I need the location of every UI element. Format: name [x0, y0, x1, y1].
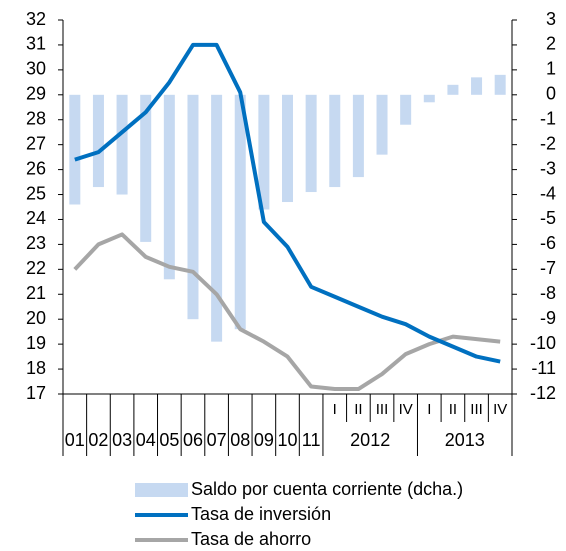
bar — [116, 94, 128, 195]
group-label: 2012 — [350, 430, 390, 450]
y-tick-label: 28 — [26, 108, 46, 128]
x-tick-label: 03 — [112, 430, 132, 450]
line — [73, 232, 501, 392]
bar — [329, 94, 341, 188]
y-tick-label: 19 — [26, 333, 46, 353]
y2-tick-label: 0 — [546, 84, 556, 104]
x-tick-label: I — [333, 401, 337, 418]
x-tick-label: 10 — [277, 430, 297, 450]
bar — [92, 94, 104, 188]
y2-tick-label: -2 — [540, 133, 556, 153]
y2-tick-label: -5 — [540, 208, 556, 228]
x-tick-label: IV — [399, 401, 413, 418]
y2-tick-label: -7 — [540, 258, 556, 278]
y-tick-label: 29 — [26, 84, 46, 104]
bar — [305, 94, 317, 193]
x-tick-label: I — [427, 401, 431, 418]
x-tick-label: II — [354, 401, 362, 418]
y2-tick-label: -12 — [530, 383, 556, 403]
bar — [471, 77, 483, 95]
x-tick-label: 01 — [65, 430, 85, 450]
bar — [352, 94, 364, 178]
y2-tick-label: -9 — [540, 308, 556, 328]
y2-tick-label: -11 — [531, 358, 556, 378]
bar — [163, 94, 175, 280]
x-tick-label: 07 — [207, 430, 227, 450]
bar — [211, 94, 223, 342]
y-tick-label: 32 — [26, 9, 46, 29]
x-tick-label: 11 — [302, 430, 321, 450]
y2-tick-label: 3 — [546, 9, 556, 29]
y-tick-label: 17 — [26, 383, 46, 403]
x-tick-label: 02 — [88, 430, 108, 450]
legend-label: Saldo por cuenta corriente (dcha.) — [191, 479, 463, 499]
y2-tick-label: -6 — [540, 233, 556, 253]
y2-tick-label: -4 — [540, 183, 556, 203]
y2-tick-label: -1 — [540, 108, 556, 128]
y-tick-label: 25 — [26, 183, 46, 203]
bar — [234, 94, 246, 330]
line — [74, 42, 501, 364]
y-tick-label: 27 — [26, 133, 46, 153]
y-tick-label: 22 — [26, 258, 46, 278]
bar — [376, 94, 388, 155]
y-tick-label: 18 — [26, 358, 46, 378]
y-tick-label: 21 — [26, 283, 46, 303]
bar — [140, 94, 152, 242]
y2-tick-label: 1 — [546, 59, 556, 79]
x-tick-label: II — [449, 401, 457, 418]
bar — [258, 94, 270, 210]
x-tick-label: 09 — [254, 430, 274, 450]
bar — [69, 94, 81, 205]
bar — [282, 94, 293, 203]
x-tick-label: IV — [493, 401, 507, 418]
x-tick-label: 08 — [230, 430, 250, 450]
bar — [187, 94, 199, 320]
y2-tick-label: -10 — [530, 333, 556, 353]
x-tick-label: III — [376, 401, 389, 418]
x-tick-label: 04 — [136, 430, 156, 450]
y2-tick-label: -3 — [540, 158, 556, 178]
y2-tick-label: -8 — [540, 283, 556, 303]
y-tick-label: 26 — [26, 158, 46, 178]
legend-label: Tasa de ahorro — [191, 529, 311, 549]
x-tick-label: 06 — [183, 430, 203, 450]
x-tick-label: III — [470, 401, 483, 418]
legend-swatch — [135, 483, 188, 497]
bar — [400, 94, 412, 125]
y-tick-label: 24 — [26, 208, 46, 228]
y-tick-label: 31 — [26, 34, 46, 54]
group-label: 2013 — [445, 430, 485, 450]
y2-tick-label: 2 — [546, 34, 556, 54]
legend-label: Tasa de inversión — [191, 504, 331, 524]
y-tick-label: 30 — [26, 59, 46, 79]
x-tick-label: 05 — [159, 430, 179, 450]
y-tick-label: 20 — [26, 308, 46, 328]
y-tick-label: 23 — [26, 233, 46, 253]
bar — [423, 94, 435, 103]
bar — [494, 74, 506, 95]
bar — [447, 84, 459, 95]
